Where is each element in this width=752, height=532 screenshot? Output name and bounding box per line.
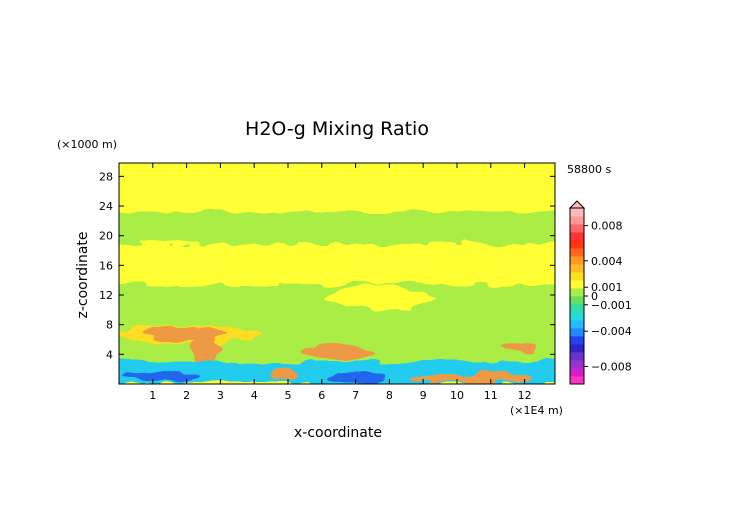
x-tick-label: 7 xyxy=(352,389,359,402)
x-tick-label: 9 xyxy=(420,389,427,402)
x-tick-label: 8 xyxy=(386,389,393,402)
x-tick-label: 6 xyxy=(318,389,325,402)
field-surface-patch xyxy=(273,368,297,380)
colorbar-swatch xyxy=(570,248,584,257)
y-axis-ticks: 4 8 12 16 20 24 28 xyxy=(99,170,555,361)
colorbar-swatch xyxy=(570,368,584,377)
colorbar-label: 0 xyxy=(591,290,598,303)
y-tick-label: 4 xyxy=(106,348,113,361)
y-tick-label: 8 xyxy=(106,319,113,332)
field-peak-left xyxy=(143,325,227,341)
plot-frame xyxy=(118,162,556,385)
field-yellow-patch xyxy=(325,286,435,310)
colorbar-swatch xyxy=(570,280,584,289)
time-label: 58800 s xyxy=(567,163,611,176)
y-unit-label: (×1000 m) xyxy=(57,138,117,151)
x-tick-label: 3 xyxy=(217,389,224,402)
y-tick-label: 16 xyxy=(99,259,113,272)
colorbar-swatch xyxy=(570,360,584,369)
colorbar-swatch xyxy=(570,304,584,313)
x-tick-label: 11 xyxy=(484,389,498,402)
y-tick-label: 20 xyxy=(99,230,113,243)
colorbar-label: −0.004 xyxy=(591,325,632,338)
contour-fields xyxy=(119,163,555,384)
field-negative-patch xyxy=(325,372,385,382)
field-upper-band xyxy=(119,212,555,244)
x-axis-label: x-coordinate xyxy=(294,425,382,441)
x-unit-label: (×1E4 m) xyxy=(510,404,563,417)
field-peak-left-stem xyxy=(191,336,219,368)
colorbar-swatch xyxy=(570,376,584,385)
field-yellow-patch xyxy=(230,249,350,267)
x-tick-label: 2 xyxy=(183,389,190,402)
y-tick-label: 24 xyxy=(99,200,113,213)
chart-title: H2O-g Mixing Ratio xyxy=(245,118,429,140)
colorbar-swatch xyxy=(570,216,584,225)
x-tick-label: 5 xyxy=(284,389,291,402)
field-peak-mid xyxy=(304,344,376,360)
colorbar-swatch xyxy=(570,264,584,273)
colorbar-swatch xyxy=(570,272,584,281)
colorbar-extend-arrow xyxy=(568,200,586,209)
colorbar-label: 0.004 xyxy=(591,255,623,268)
colorbar-swatch xyxy=(570,336,584,345)
x-tick-label: 4 xyxy=(251,389,258,402)
y-axis-label: z-coordinate xyxy=(75,231,91,318)
field-yellow-patch xyxy=(420,258,500,272)
colorbar-label: 0.001 xyxy=(591,281,623,294)
colorbar-swatch xyxy=(570,312,584,321)
colorbar-swatch xyxy=(570,288,584,297)
colorbar-swatch xyxy=(570,296,584,305)
y-tick-label: 12 xyxy=(99,289,113,302)
colorbar-label: −0.008 xyxy=(591,360,632,373)
colorbar-swatch xyxy=(570,240,584,249)
y-tick-label: 28 xyxy=(99,170,113,183)
colorbar-label: −0.001 xyxy=(591,299,632,312)
x-tick-label: 10 xyxy=(450,389,464,402)
field-surface-patch xyxy=(410,373,530,383)
colorbar-swatch xyxy=(570,232,584,241)
x-axis-ticks: 1 2 3 4 5 6 7 8 9 10 11 12 xyxy=(149,163,532,402)
colorbar-swatch xyxy=(570,320,584,329)
field-negative-patch xyxy=(120,370,200,382)
field-peak-right xyxy=(502,343,538,353)
colorbar-swatch xyxy=(570,208,584,217)
colorbar-swatch xyxy=(570,224,584,233)
x-tick-label: 1 xyxy=(149,389,156,402)
x-tick-label: 12 xyxy=(518,389,532,402)
colorbar-swatch xyxy=(570,344,584,353)
colorbar-swatch xyxy=(570,328,584,337)
colorbar-swatch xyxy=(570,256,584,265)
colorbar-swatch xyxy=(570,352,584,361)
colorbar-label: 0.008 xyxy=(591,220,623,233)
